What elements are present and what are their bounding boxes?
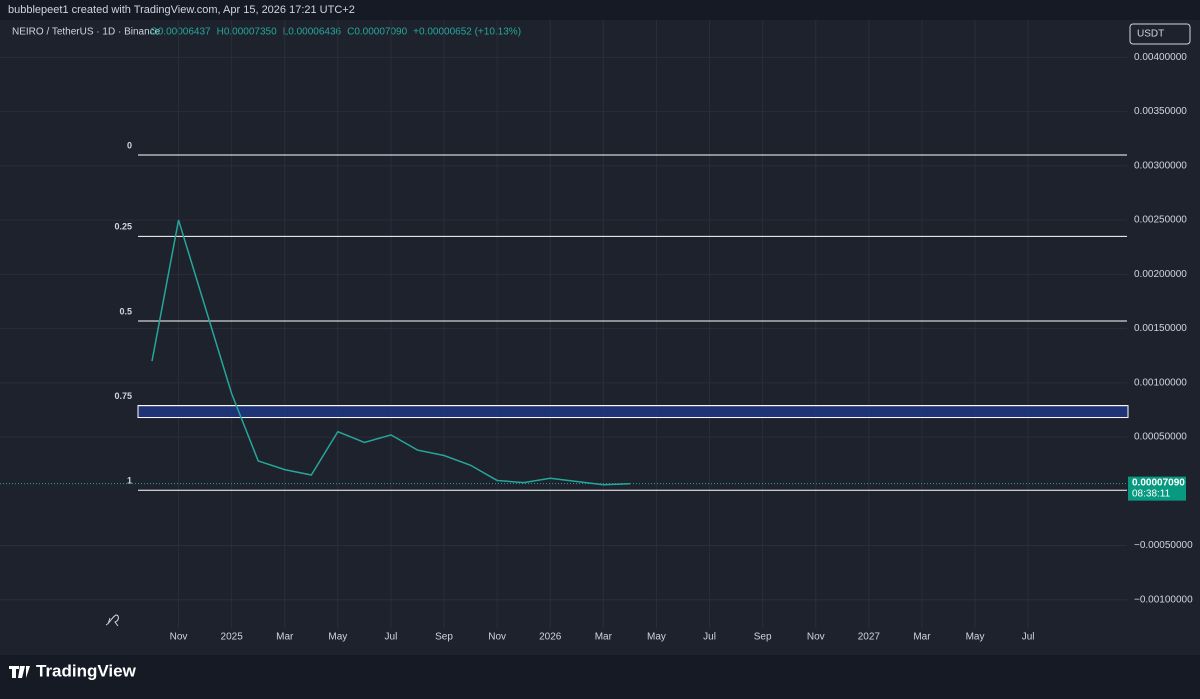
ohlc-value: O0.00006437	[150, 27, 211, 38]
y-tick-label: 0.00350000	[1134, 106, 1187, 117]
x-tick-label: Jul	[1022, 632, 1035, 643]
currency-box	[1129, 23, 1191, 45]
y-tick-label: 0.00200000	[1134, 269, 1187, 280]
x-tick-label: Nov	[488, 632, 506, 643]
fib-label: 1	[127, 476, 132, 486]
fib-label: 0.25	[114, 222, 132, 232]
x-tick-label: Mar	[913, 632, 931, 643]
y-tick-label: 0.00150000	[1134, 323, 1187, 334]
x-tick-label: Jul	[385, 632, 398, 643]
x-tick-label: 2025	[221, 632, 244, 643]
currency: USDT	[1137, 29, 1164, 40]
zone	[137, 405, 1129, 419]
fib-label: 0.5	[119, 306, 132, 316]
ohlc-value: L0.00006436	[283, 27, 342, 38]
x-tick-label: May	[328, 632, 347, 643]
chart-pane	[0, 20, 1200, 655]
price-line	[151, 219, 630, 486]
y-tick-label: 0.00250000	[1134, 215, 1187, 226]
y-tick-label: 0.00400000	[1134, 52, 1187, 63]
symbol: NEIRO / TetherUS · 1D · Binance	[12, 27, 161, 38]
x-tick-label: Nov	[807, 632, 825, 643]
x-tick-label: 2026	[539, 632, 562, 643]
fib-label: 0	[127, 140, 132, 150]
dino-icon	[105, 614, 119, 627]
brand: TradingView	[36, 661, 137, 680]
y-tick-label: 0.00300000	[1134, 160, 1187, 171]
x-tick-label: Sep	[754, 632, 772, 643]
x-tick-label: Mar	[276, 632, 294, 643]
x-tick-label: May	[966, 632, 985, 643]
ohlc-value: C0.00007090	[347, 27, 407, 38]
fib-label: 0.75	[114, 391, 132, 401]
y-tick-label: −0.00100000	[1134, 594, 1193, 605]
y-tick-label: 0.00050000	[1134, 432, 1187, 443]
last-price-label: 0.00007090	[1132, 477, 1185, 488]
x-tick-label: May	[647, 632, 666, 643]
ohlc-value: H0.00007350	[217, 27, 277, 38]
x-tick-label: Jul	[703, 632, 716, 643]
x-tick-label: Nov	[170, 632, 188, 643]
y-tick-label: −0.00050000	[1134, 540, 1193, 551]
x-tick-label: Mar	[595, 632, 613, 643]
countdown: 08:38:11	[1132, 488, 1171, 499]
ohlc-value: +0.00000652 (+10.13%)	[413, 27, 521, 38]
x-tick-label: Sep	[435, 632, 453, 643]
y-tick-label: 0.00100000	[1134, 377, 1187, 388]
caption: bubblepeet1 created with TradingView.com…	[8, 4, 355, 16]
x-tick-label: 2027	[858, 632, 881, 643]
logo	[9, 666, 30, 678]
last-price-box	[1128, 476, 1186, 501]
